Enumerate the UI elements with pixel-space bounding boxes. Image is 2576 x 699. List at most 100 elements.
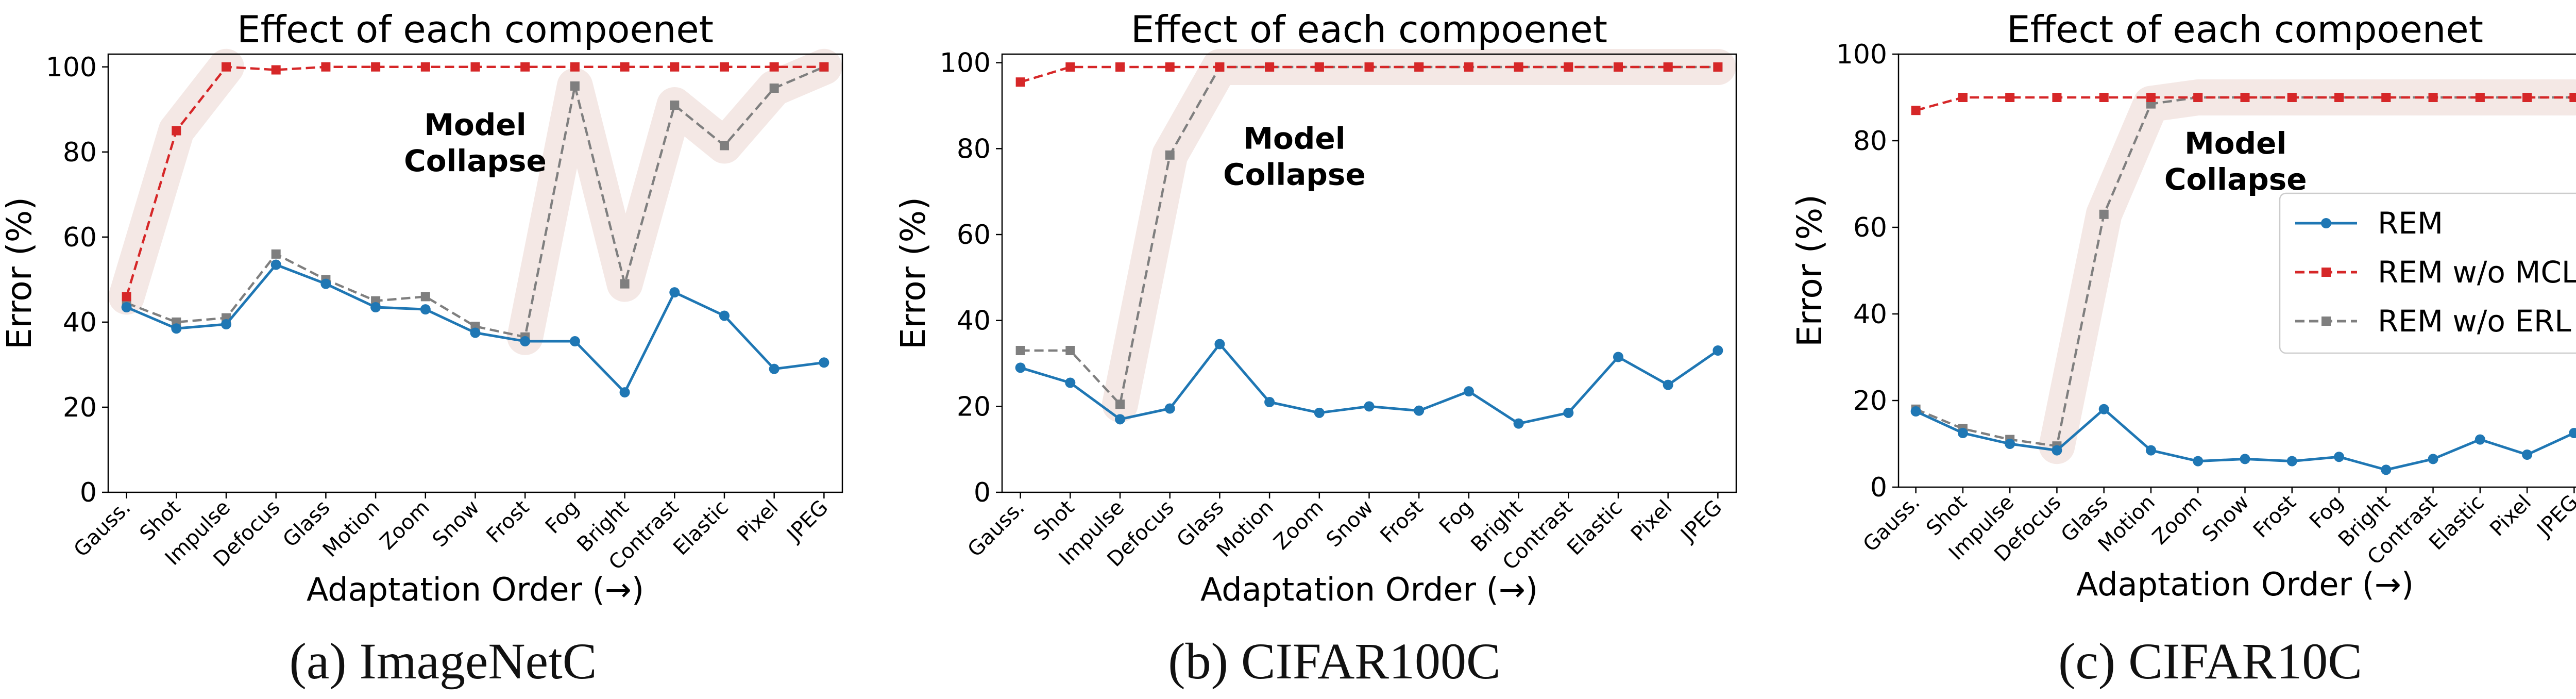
data-point xyxy=(1910,406,1921,417)
data-point xyxy=(1164,403,1175,414)
data-point xyxy=(1414,405,1425,416)
data-point xyxy=(1663,379,1673,390)
y-tick-label: 100 xyxy=(46,52,97,83)
data-point xyxy=(470,327,481,338)
data-point xyxy=(569,336,580,347)
data-point xyxy=(2428,454,2438,464)
data-point xyxy=(2569,93,2576,102)
data-point xyxy=(2005,439,2015,449)
y-tick-label: 60 xyxy=(957,220,991,251)
x-tick-label: Pixel xyxy=(1626,496,1677,546)
data-point xyxy=(1514,62,1523,72)
data-point xyxy=(1957,428,1968,438)
x-tick-label: Gauss. xyxy=(70,496,135,562)
y-axis-label: Error (%) xyxy=(0,197,39,350)
data-point xyxy=(1115,62,1125,72)
data-point xyxy=(1364,62,1374,72)
y-tick-label: 0 xyxy=(1870,472,1887,503)
data-point xyxy=(1613,352,1623,362)
data-point xyxy=(1065,377,1076,388)
x-axis-label: Adaptation Order (→) xyxy=(307,571,644,608)
data-point xyxy=(270,259,281,270)
legend-swatch-marker xyxy=(2321,218,2331,228)
data-point xyxy=(370,302,381,313)
data-point xyxy=(719,141,729,151)
x-tick-label: Zoom xyxy=(2148,491,2207,550)
data-point xyxy=(2193,93,2203,102)
x-tick-label: Zoom xyxy=(376,496,434,555)
data-point xyxy=(769,62,779,72)
data-point xyxy=(1015,362,1026,373)
data-point xyxy=(1464,62,1473,72)
chart-title: Effect of each compoenet xyxy=(1131,8,1607,51)
data-point xyxy=(670,101,680,110)
data-point xyxy=(2146,93,2156,102)
x-axis-label: Adaptation Order (→) xyxy=(2076,565,2414,603)
data-point xyxy=(620,279,630,289)
x-tick-label: JPEG xyxy=(1675,496,1727,547)
series-line-rem-w-o-erl xyxy=(1915,96,2574,447)
data-point xyxy=(2193,456,2204,467)
data-point xyxy=(122,292,131,302)
x-axis-label: Adaptation Order (→) xyxy=(1200,571,1538,608)
data-point xyxy=(1215,62,1225,72)
data-point xyxy=(420,292,430,302)
x-tick-label: Snow xyxy=(2198,491,2254,547)
data-point xyxy=(719,62,729,72)
annotation-model-collapse: Collapse xyxy=(1223,157,1366,192)
data-point xyxy=(1115,414,1126,425)
data-point xyxy=(2334,452,2345,462)
x-tick-label: Frost xyxy=(482,496,534,548)
annotation-model-collapse: Collapse xyxy=(2164,162,2307,197)
plot-frame xyxy=(1001,53,1737,493)
x-tick-label: JPEG xyxy=(782,496,833,547)
y-tick-label: 80 xyxy=(957,134,991,164)
caption-b: (b) CIFAR100C xyxy=(1168,633,1501,690)
data-point xyxy=(520,62,530,72)
data-point xyxy=(1513,418,1524,429)
data-point xyxy=(271,249,281,259)
data-point xyxy=(719,310,730,321)
legend: REM REM w/o MCL REM w/o ERL xyxy=(2279,192,2576,354)
data-point xyxy=(2381,93,2391,102)
data-point xyxy=(2005,93,2015,102)
y-tick-label: 20 xyxy=(957,391,991,422)
data-point xyxy=(619,387,630,398)
data-point xyxy=(1314,407,1325,418)
y-tick-label: 20 xyxy=(63,392,97,423)
x-tick-label: Gauss. xyxy=(1859,491,1925,557)
data-point xyxy=(2428,93,2438,102)
data-point xyxy=(2522,450,2533,460)
data-point xyxy=(819,62,829,72)
data-point xyxy=(2475,93,2485,102)
data-point xyxy=(520,336,531,347)
legend-label: REM xyxy=(2378,206,2443,241)
x-tick-label: Zoom xyxy=(1269,496,1328,555)
x-tick-label: Frost xyxy=(2249,491,2301,543)
data-point xyxy=(1015,77,1025,87)
data-point xyxy=(1065,346,1075,355)
x-tick-label: Gauss. xyxy=(963,496,1029,562)
data-point xyxy=(171,323,182,334)
data-point xyxy=(1015,346,1025,355)
y-tick-label: 100 xyxy=(940,48,991,79)
data-point xyxy=(2052,445,2062,456)
data-point xyxy=(1314,62,1324,72)
data-point xyxy=(2240,93,2250,102)
data-point xyxy=(420,304,431,315)
data-point xyxy=(1414,62,1424,72)
data-point xyxy=(121,302,132,313)
chart-cifar10c: 020406080100Gauss.ShotImpulseDefocusGlas… xyxy=(1790,8,2576,603)
x-tick-label: Pixel xyxy=(2485,491,2536,541)
data-point xyxy=(670,62,680,72)
x-tick-label: Motion xyxy=(1212,496,1278,562)
data-point xyxy=(819,357,829,368)
data-point xyxy=(669,287,680,298)
data-point xyxy=(321,62,331,72)
annotation-model-collapse: Model xyxy=(2184,126,2286,161)
data-point xyxy=(221,319,232,330)
data-point xyxy=(1165,150,1175,160)
collapse-highlight-band xyxy=(108,48,244,315)
